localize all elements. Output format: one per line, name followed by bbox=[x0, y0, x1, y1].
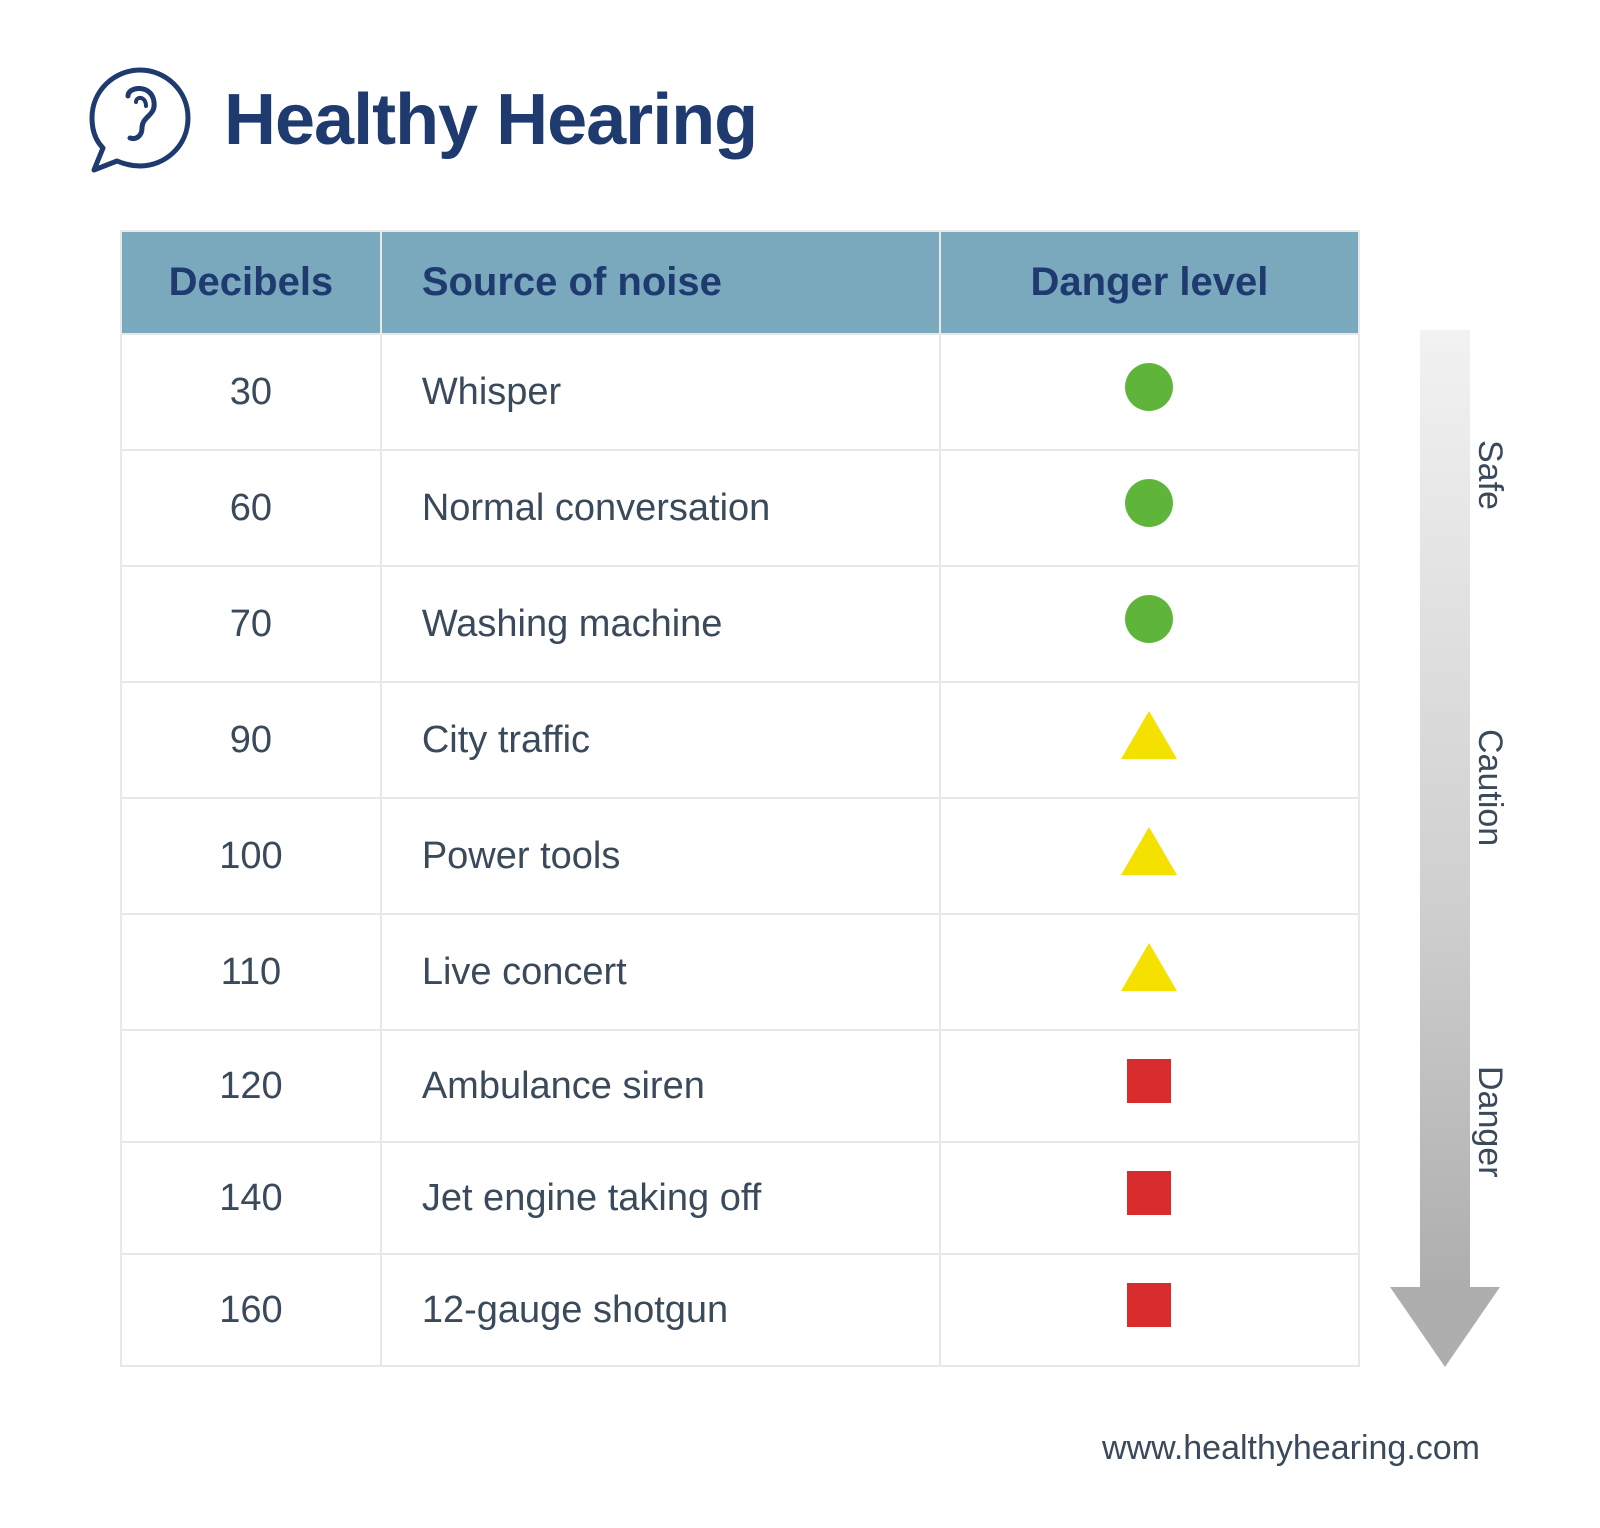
cell-source: Jet engine taking off bbox=[381, 1142, 940, 1254]
header-source: Source of noise bbox=[381, 231, 940, 334]
cell-danger bbox=[940, 334, 1359, 450]
cell-source: Normal conversation bbox=[381, 450, 940, 566]
scale-labels: Safe Caution Danger bbox=[1470, 330, 1509, 1287]
caution-triangle-icon bbox=[1121, 943, 1177, 991]
cell-decibels: 60 bbox=[121, 450, 381, 566]
arrow-shaft bbox=[1420, 330, 1470, 1287]
cell-source: 12-gauge shotgun bbox=[381, 1254, 940, 1366]
safe-circle-icon bbox=[1125, 479, 1173, 527]
brand-header: Healthy Hearing bbox=[80, 60, 1520, 180]
cell-decibels: 110 bbox=[121, 914, 381, 1030]
cell-decibels: 90 bbox=[121, 682, 381, 798]
table-row: 70Washing machine bbox=[121, 566, 1359, 682]
caution-triangle-icon bbox=[1121, 711, 1177, 759]
cell-danger bbox=[940, 450, 1359, 566]
decibel-table: Decibels Source of noise Danger level 30… bbox=[120, 230, 1360, 1367]
cell-danger bbox=[940, 1142, 1359, 1254]
table-row: 30Whisper bbox=[121, 334, 1359, 450]
cell-decibels: 100 bbox=[121, 798, 381, 914]
ear-logo-icon bbox=[80, 60, 200, 180]
danger-square-icon bbox=[1127, 1283, 1171, 1327]
table-row: 90City traffic bbox=[121, 682, 1359, 798]
cell-danger bbox=[940, 566, 1359, 682]
cell-source: Whisper bbox=[381, 334, 940, 450]
page: Healthy Hearing Decibels Source of noise… bbox=[0, 0, 1600, 1407]
cell-danger bbox=[940, 1254, 1359, 1366]
header-danger: Danger level bbox=[940, 231, 1359, 334]
table-row: 110Live concert bbox=[121, 914, 1359, 1030]
cell-source: City traffic bbox=[381, 682, 940, 798]
cell-decibels: 70 bbox=[121, 566, 381, 682]
content-row: Decibels Source of noise Danger level 30… bbox=[120, 230, 1520, 1367]
table-row: 60Normal conversation bbox=[121, 450, 1359, 566]
cell-danger bbox=[940, 682, 1359, 798]
table-header-row: Decibels Source of noise Danger level bbox=[121, 231, 1359, 334]
cell-source: Ambulance siren bbox=[381, 1030, 940, 1142]
scale-label-safe: Safe bbox=[1470, 440, 1509, 510]
cell-source: Power tools bbox=[381, 798, 940, 914]
danger-square-icon bbox=[1127, 1059, 1171, 1103]
cell-danger bbox=[940, 1030, 1359, 1142]
cell-danger bbox=[940, 798, 1359, 914]
table-row: 120Ambulance siren bbox=[121, 1030, 1359, 1142]
cell-decibels: 30 bbox=[121, 334, 381, 450]
safe-circle-icon bbox=[1125, 363, 1173, 411]
safe-circle-icon bbox=[1125, 595, 1173, 643]
cell-decibels: 160 bbox=[121, 1254, 381, 1366]
scale-label-caution: Caution bbox=[1470, 729, 1509, 846]
danger-scale: Safe Caution Danger bbox=[1390, 230, 1500, 1367]
table-row: 140Jet engine taking off bbox=[121, 1142, 1359, 1254]
table-row: 16012-gauge shotgun bbox=[121, 1254, 1359, 1366]
table-row: 100Power tools bbox=[121, 798, 1359, 914]
brand-title: Healthy Hearing bbox=[224, 79, 757, 161]
footer-url: www.healthyhearing.com bbox=[1102, 1429, 1480, 1468]
cell-danger bbox=[940, 914, 1359, 1030]
header-decibels: Decibels bbox=[121, 231, 381, 334]
scale-label-danger: Danger bbox=[1470, 1066, 1509, 1178]
cell-decibels: 140 bbox=[121, 1142, 381, 1254]
arrow-head-icon bbox=[1390, 1287, 1500, 1367]
cell-decibels: 120 bbox=[121, 1030, 381, 1142]
caution-triangle-icon bbox=[1121, 827, 1177, 875]
danger-square-icon bbox=[1127, 1171, 1171, 1215]
cell-source: Live concert bbox=[381, 914, 940, 1030]
cell-source: Washing machine bbox=[381, 566, 940, 682]
